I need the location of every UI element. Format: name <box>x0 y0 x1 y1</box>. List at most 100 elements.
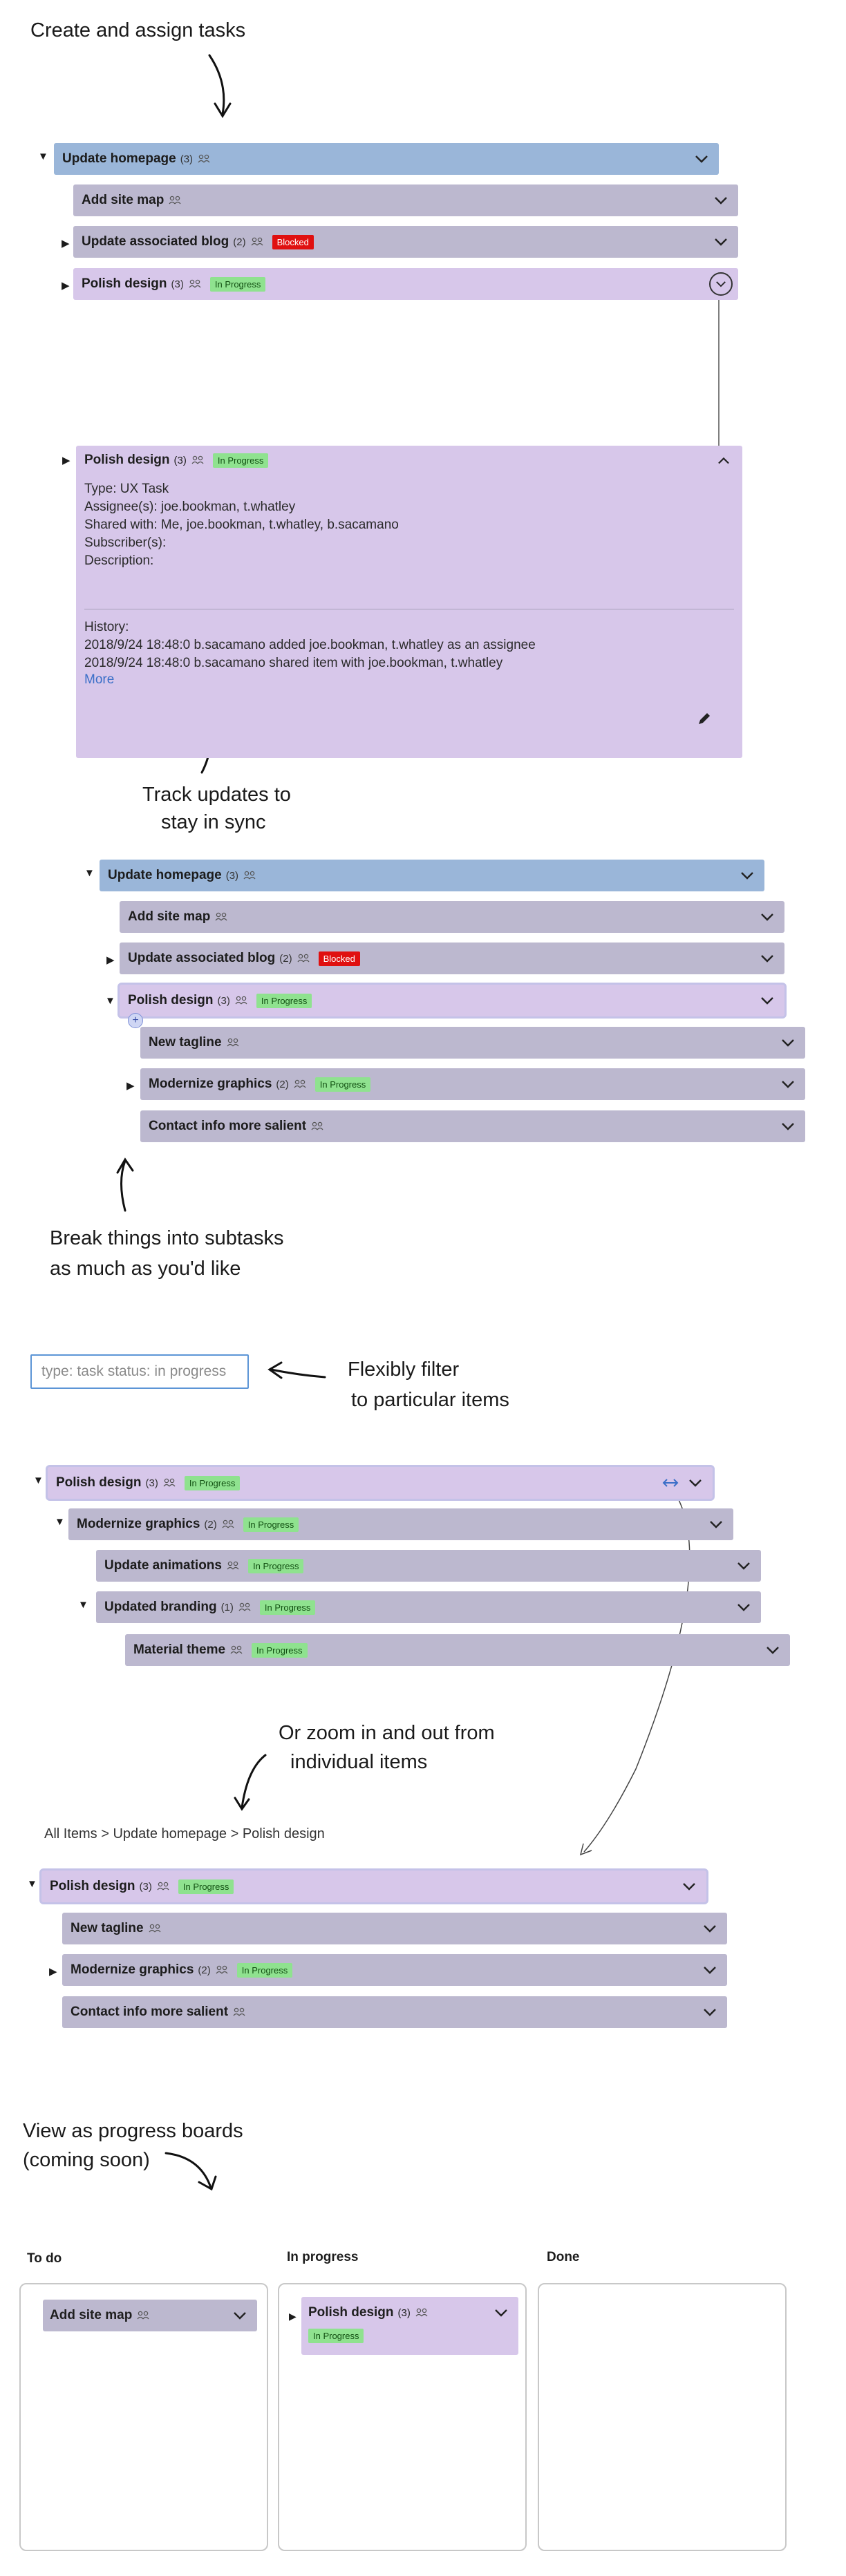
people-icon <box>222 1519 234 1528</box>
people-icon <box>163 1478 176 1487</box>
task-row-modernize-graphics[interactable]: Modernize graphics (2) In Progress <box>62 1954 727 1986</box>
breadcrumb[interactable]: All Items > Update homepage > Polish des… <box>44 1826 325 1841</box>
expand-toggle-icon[interactable]: ▼ <box>84 867 95 879</box>
expand-toggle-icon[interactable]: ▼ <box>105 995 115 1007</box>
task-title: Add site map <box>82 193 164 207</box>
expand-toggle-icon[interactable]: ▼ <box>27 1878 37 1890</box>
task-count: (1) <box>220 1601 234 1613</box>
task-count: (3) <box>225 869 239 882</box>
board-column-title: Done <box>547 2250 580 2264</box>
chevron-down-icon[interactable] <box>765 1644 780 1656</box>
chevron-down-icon[interactable] <box>760 994 775 1007</box>
task-title: Add site map <box>128 909 211 924</box>
subtask-row-contact-info[interactable]: Contact info more salient <box>140 1110 805 1142</box>
people-icon <box>233 2007 245 2016</box>
caption-break-line2: as much as you'd like <box>50 1258 241 1280</box>
task-row-update-animations[interactable]: Update animations In Progress <box>96 1550 761 1582</box>
more-link[interactable]: More <box>84 672 115 687</box>
chevron-down-icon[interactable] <box>688 1477 703 1489</box>
chevron-down-icon[interactable] <box>232 2309 247 2322</box>
expand-toggle-icon[interactable]: ▶ <box>106 954 115 966</box>
board-card-polish-design[interactable]: Polish design (3) In Progress <box>301 2297 518 2355</box>
task-row-add-site-map[interactable]: Add site map <box>73 184 738 216</box>
task-row-material-theme[interactable]: Material theme In Progress <box>125 1634 790 1666</box>
task-title: Polish design <box>56 1475 142 1490</box>
task-count: (3) <box>217 994 230 1007</box>
chevron-down-icon[interactable] <box>713 236 728 248</box>
people-icon <box>311 1121 323 1130</box>
people-icon <box>198 154 210 163</box>
task-row-update-homepage[interactable]: Update homepage (3) <box>100 860 764 891</box>
chevron-down-icon[interactable] <box>702 1964 717 1976</box>
people-icon <box>191 455 204 464</box>
chevron-down-icon[interactable] <box>780 1078 796 1090</box>
board-column-in-progress: ▶ Polish design (3) In Progress <box>278 2283 527 2551</box>
task-detail-card: ▶ Polish design (3) In Progress Type: UX… <box>62 446 742 758</box>
expand-toggle-icon[interactable]: ▼ <box>78 1599 88 1611</box>
chevron-down-icon[interactable] <box>494 2307 509 2319</box>
caption-boards-line2: (coming soon) <box>23 2149 150 2171</box>
task-title: Polish design <box>128 993 214 1007</box>
task-title: Polish design <box>50 1879 135 1893</box>
history-entry: 2018/9/24 18:48:0 b.sacamano added joe.b… <box>84 638 536 652</box>
chevron-down-icon[interactable] <box>736 1560 751 1572</box>
task-count: (3) <box>145 1477 158 1489</box>
task-row-polish-design[interactable]: Polish design (3) In Progress <box>120 985 784 1016</box>
expand-toggle-icon[interactable]: ▼ <box>33 1475 44 1486</box>
status-badge-in-progress: In Progress <box>247 1558 304 1573</box>
expand-toggle-icon[interactable]: ▼ <box>38 151 48 162</box>
task-row-updated-branding[interactable]: Updated branding (1) In Progress <box>96 1591 761 1623</box>
task-title: New tagline <box>149 1035 222 1050</box>
chevron-down-icon[interactable] <box>708 1518 724 1531</box>
chevron-down-icon[interactable] <box>702 2006 717 2018</box>
subtask-row-new-tagline[interactable]: New tagline <box>140 1027 805 1059</box>
chevron-down-icon[interactable] <box>736 1601 751 1613</box>
task-title: Contact info more salient <box>149 1119 307 1133</box>
task-row-modernize-graphics[interactable]: Modernize graphics (2) In Progress <box>68 1508 733 1540</box>
caption-zoom-line2: individual items <box>290 1751 428 1773</box>
chevron-down-icon[interactable] <box>702 1922 717 1935</box>
task-row-update-homepage[interactable]: Update homepage (3) <box>54 143 719 175</box>
chevron-down-icon[interactable] <box>780 1036 796 1049</box>
status-badge-in-progress: In Progress <box>209 276 266 292</box>
board-card-add-site-map[interactable]: Add site map <box>43 2300 257 2331</box>
task-row-add-site-map[interactable]: Add site map <box>120 901 784 933</box>
expand-toggle-icon[interactable]: ▶ <box>126 1080 135 1092</box>
chevron-up-icon[interactable] <box>716 455 731 466</box>
chevron-down-icon <box>715 281 726 287</box>
chevron-down-icon[interactable] <box>760 952 775 965</box>
task-row-polish-design[interactable]: Polish design (3) In Progress <box>41 1871 706 1902</box>
expand-toggle-icon[interactable]: ▼ <box>55 1516 65 1528</box>
subtask-row-modernize-graphics[interactable]: Modernize graphics (2) In Progress <box>140 1068 805 1100</box>
caption-filter-line1: Flexibly filter <box>348 1358 460 1381</box>
expand-toggle-icon[interactable]: ▶ <box>49 1966 57 1978</box>
expand-toggle-icon[interactable]: ▶ <box>62 280 70 292</box>
expand-details-button[interactable] <box>709 272 733 296</box>
task-count: (3) <box>171 278 184 290</box>
chevron-down-icon[interactable] <box>713 194 728 207</box>
task-title: Contact info more salient <box>70 2005 229 2019</box>
task-row-contact-info[interactable]: Contact info more salient <box>62 1996 727 2028</box>
chevron-down-icon[interactable] <box>740 869 755 882</box>
task-row-update-associated-blog[interactable]: Update associated blog (2) Blocked <box>120 943 784 974</box>
status-badge-in-progress: In Progress <box>308 2329 364 2343</box>
task-row-polish-design[interactable]: Polish design (3) In Progress <box>48 1467 713 1499</box>
filter-input[interactable] <box>30 1354 249 1389</box>
pencil-edit-icon[interactable] <box>697 711 712 726</box>
board-column-todo: Add site map <box>19 2283 268 2551</box>
chevron-down-icon[interactable] <box>682 1880 697 1893</box>
chevron-down-icon[interactable] <box>760 911 775 923</box>
chevron-down-icon[interactable] <box>694 153 709 165</box>
status-badge-in-progress: In Progress <box>212 453 269 468</box>
zoom-in-icon[interactable] <box>661 1477 679 1489</box>
expand-toggle-icon[interactable]: ▶ <box>62 455 70 466</box>
expand-toggle-icon[interactable]: ▶ <box>62 238 70 249</box>
task-row-new-tagline[interactable]: New tagline <box>62 1913 727 1944</box>
caption-track-line2: stay in sync <box>161 811 266 833</box>
chevron-down-icon[interactable] <box>780 1120 796 1133</box>
people-icon <box>226 1038 239 1047</box>
task-row-polish-design[interactable]: Polish design (3) In Progress <box>73 268 738 300</box>
add-subtask-button[interactable]: + <box>128 1013 143 1028</box>
expand-toggle-icon[interactable]: ▶ <box>289 2311 297 2322</box>
task-row-update-associated-blog[interactable]: Update associated blog (2) Blocked <box>73 226 738 258</box>
